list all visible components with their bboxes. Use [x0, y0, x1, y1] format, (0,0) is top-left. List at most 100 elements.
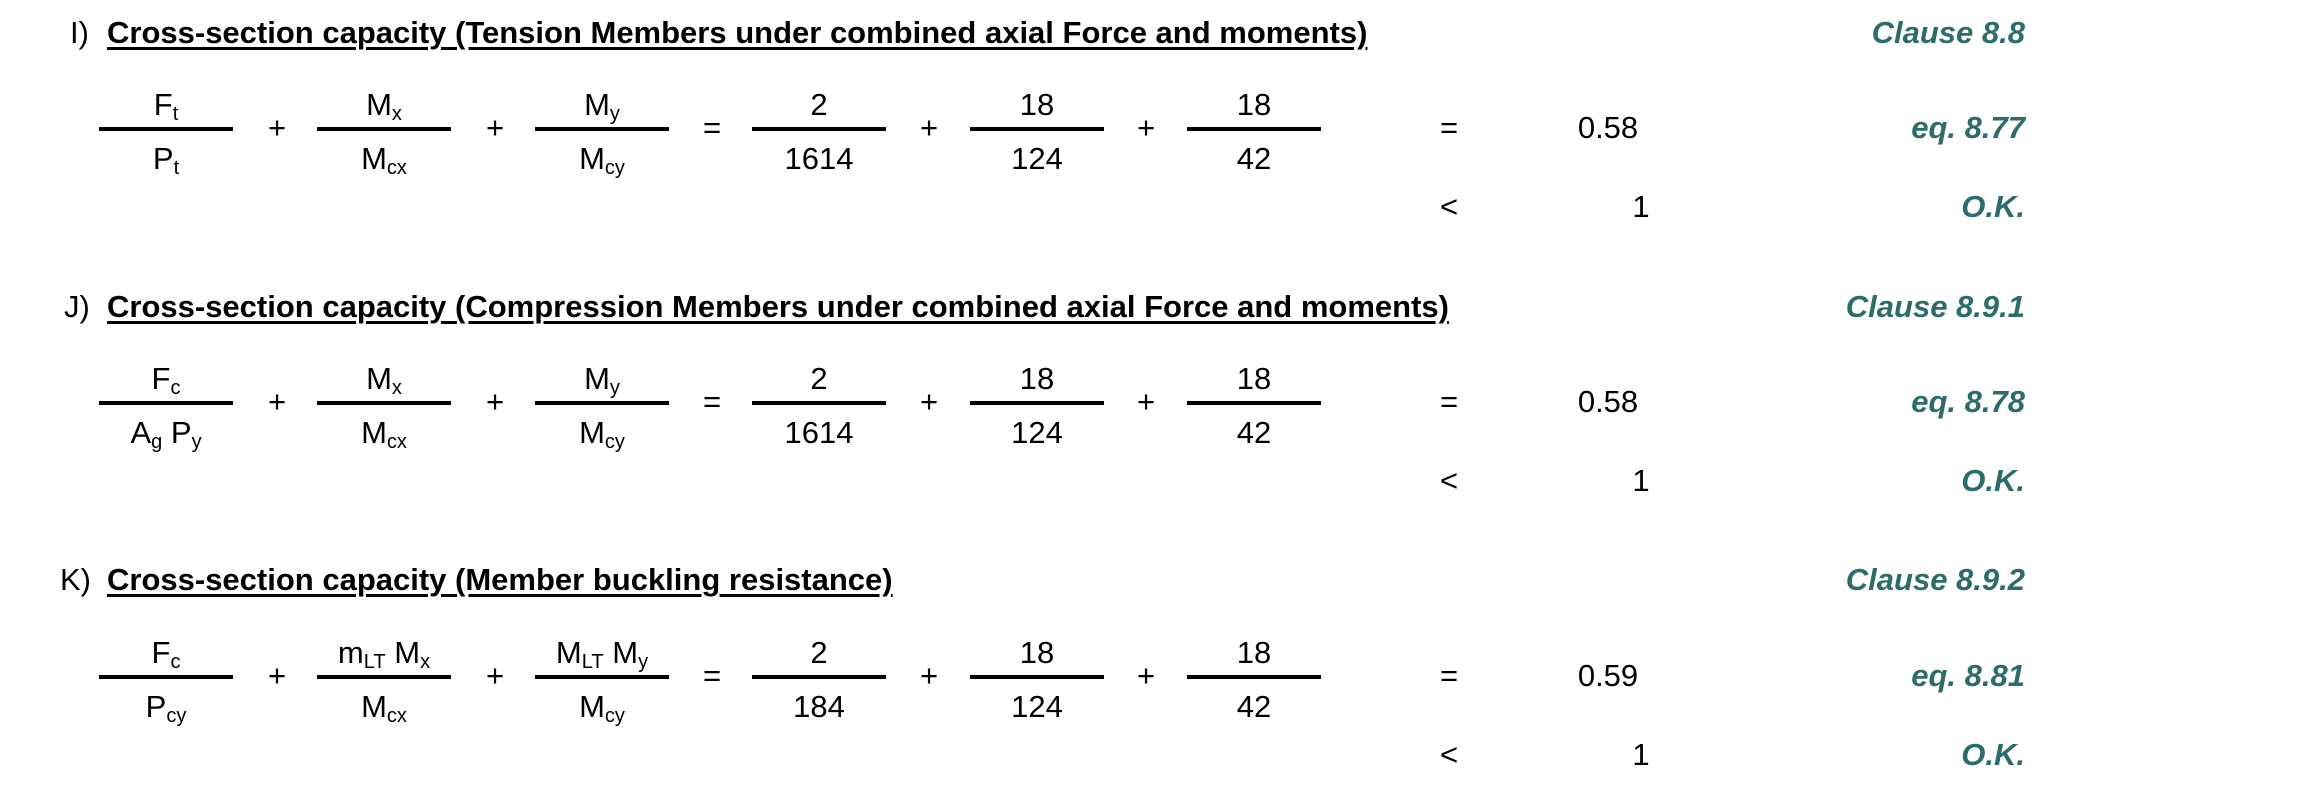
fraction-bar: [535, 127, 669, 131]
symbol: M: [361, 689, 387, 724]
plus-operator: +: [485, 110, 505, 145]
fraction-bar: [317, 401, 451, 405]
value-fraction-3: 18 42: [1187, 632, 1321, 728]
symbol: M: [361, 141, 387, 176]
fraction-term-2: mLT Mx Mcx: [317, 632, 451, 728]
subscript: cy: [604, 431, 625, 453]
fraction-bar: [535, 675, 669, 679]
subscript: t: [172, 103, 179, 125]
numerator: 18: [1236, 361, 1272, 396]
subscript: y: [638, 651, 649, 673]
fraction-bar: [752, 401, 886, 405]
equals-operator: =: [702, 384, 722, 419]
fraction-bar: [99, 675, 233, 679]
fraction-bar: [535, 401, 669, 405]
equals-operator: =: [1439, 658, 1459, 693]
clause-reference: Clause 8.9.1: [1845, 289, 2025, 324]
plus-operator: +: [1136, 110, 1156, 145]
subscript: y: [191, 431, 202, 453]
symbol: M: [366, 87, 392, 122]
fraction-bar: [970, 675, 1104, 679]
fraction-bar: [970, 401, 1104, 405]
less-than-operator: <: [1439, 463, 1459, 498]
fraction-term-1: Fc Ag Py: [99, 358, 233, 454]
symbol: F: [151, 361, 171, 396]
value-fraction-2: 18 124: [970, 358, 1104, 454]
denominator: 1614: [784, 141, 854, 176]
subscript: x: [391, 377, 402, 399]
plus-operator: +: [919, 110, 939, 145]
symbol: M: [555, 635, 582, 670]
numerator: 2: [810, 361, 828, 396]
equals-operator: =: [1439, 110, 1459, 145]
fraction-bar: [99, 401, 233, 405]
subscript: y: [609, 103, 620, 125]
section-title: Cross-section capacity (Member buckling …: [107, 562, 893, 597]
status-ok: O.K.: [1961, 189, 2025, 224]
numerator: 18: [1236, 87, 1272, 122]
fraction-term-3: My Mcy: [535, 84, 669, 180]
subscript: c: [170, 377, 181, 399]
value-fraction-3: 18 42: [1187, 358, 1321, 454]
symbol: P: [152, 141, 174, 176]
symbol: M: [361, 415, 387, 450]
subscript: x: [420, 651, 431, 673]
fraction-bar: [317, 127, 451, 131]
symbol: F: [151, 635, 171, 670]
subscript: cy: [604, 157, 625, 179]
plus-operator: +: [485, 658, 505, 693]
symbol: M: [584, 361, 610, 396]
denominator: 124: [1011, 141, 1063, 176]
equation-reference: eq. 8.81: [1911, 658, 2025, 693]
subscript: t: [173, 157, 180, 179]
plus-operator: +: [267, 110, 287, 145]
subscript: x: [391, 103, 402, 125]
subscript: cx: [386, 157, 407, 179]
fraction-bar: [1187, 401, 1321, 405]
section-letter: K): [60, 562, 91, 597]
fraction-term-3: MLT My Mcy: [535, 632, 669, 728]
symbol: M: [579, 141, 605, 176]
fraction-bar: [1187, 675, 1321, 679]
numerator: 18: [1019, 87, 1055, 122]
equation-reference: eq. 8.78: [1911, 384, 2025, 419]
fraction-term-2: Mx Mcx: [317, 84, 451, 180]
symbol: M: [579, 415, 605, 450]
value-fraction-1: 2 1614: [752, 358, 886, 454]
limit-value: 1: [1632, 189, 1650, 224]
subscript: LT: [363, 651, 386, 673]
equals-operator: =: [702, 110, 722, 145]
less-than-operator: <: [1439, 189, 1459, 224]
denominator: 124: [1011, 689, 1063, 724]
plus-operator: +: [267, 658, 287, 693]
fraction-bar: [317, 675, 451, 679]
symbol: M: [584, 87, 610, 122]
symbol: M: [366, 361, 392, 396]
result-value: 0.58: [1577, 110, 1639, 145]
fraction-term-3: My Mcy: [535, 358, 669, 454]
status-ok: O.K.: [1961, 463, 2025, 498]
fraction-bar: [1187, 127, 1321, 131]
equals-operator: =: [1439, 384, 1459, 419]
plus-operator: +: [267, 384, 287, 419]
limit-value: 1: [1632, 463, 1650, 498]
symbol: m: [337, 635, 364, 670]
value-fraction-3: 18 42: [1187, 84, 1321, 180]
result-value: 0.58: [1577, 384, 1639, 419]
numerator: 18: [1236, 635, 1272, 670]
subscript: cx: [386, 431, 407, 453]
clause-reference: Clause 8.8: [1871, 15, 2025, 50]
section-letter: J): [64, 289, 90, 324]
clause-reference: Clause 8.9.2: [1845, 562, 2025, 597]
plus-operator: +: [1136, 658, 1156, 693]
equals-operator: =: [702, 658, 722, 693]
fraction-bar: [752, 127, 886, 131]
denominator: 42: [1236, 141, 1272, 176]
subscript: c: [170, 651, 181, 673]
section-title: Cross-section capacity (Compression Memb…: [107, 289, 1449, 324]
status-ok: O.K.: [1961, 737, 2025, 772]
fraction-term-1: Ft Pt: [99, 84, 233, 180]
value-fraction-2: 18 124: [970, 632, 1104, 728]
plus-operator: +: [919, 658, 939, 693]
subscript: y: [609, 377, 620, 399]
